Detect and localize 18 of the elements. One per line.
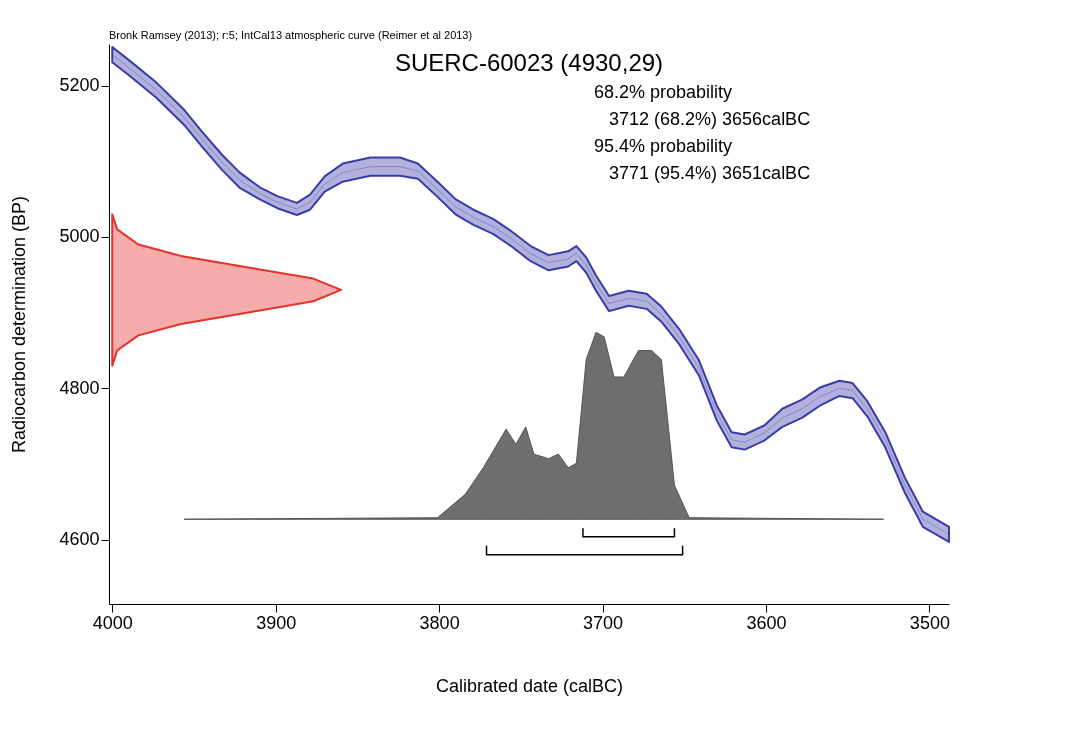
y-tick-label: 5000 (59, 226, 100, 247)
x-tick-label: 3600 (746, 612, 787, 633)
text: Bronk Ramsey (2013); r:5; IntCal13 atmospheric curve (Reimer et al 2013) (109, 29, 473, 41)
x-tick-label: 3700 (583, 612, 624, 633)
x-tick-label: 3900 (256, 612, 297, 633)
annotation: 95.4% probability (594, 136, 733, 156)
annotation: 68.2% probability (594, 82, 733, 102)
x-tick-label: 3500 (909, 612, 950, 633)
x-tick-label: 4000 (92, 612, 133, 633)
x-axis-title: Calibrated date (calBC) (435, 675, 624, 696)
annotation: 3771 (95.4%) 3651calBC (609, 163, 811, 183)
y-tick-label: 4600 (59, 529, 100, 550)
chart-title: SUERC-60023 (4930,29) (394, 49, 664, 76)
x-tick-label: 3800 (419, 612, 460, 633)
y-axis-title: Radiocarbon determination (BP) (9, 195, 30, 454)
annotation: 3712 (68.2%) 3656calBC (609, 109, 811, 129)
y-tick-label: 5200 (59, 75, 100, 96)
y-tick-label: 4800 (59, 377, 100, 398)
